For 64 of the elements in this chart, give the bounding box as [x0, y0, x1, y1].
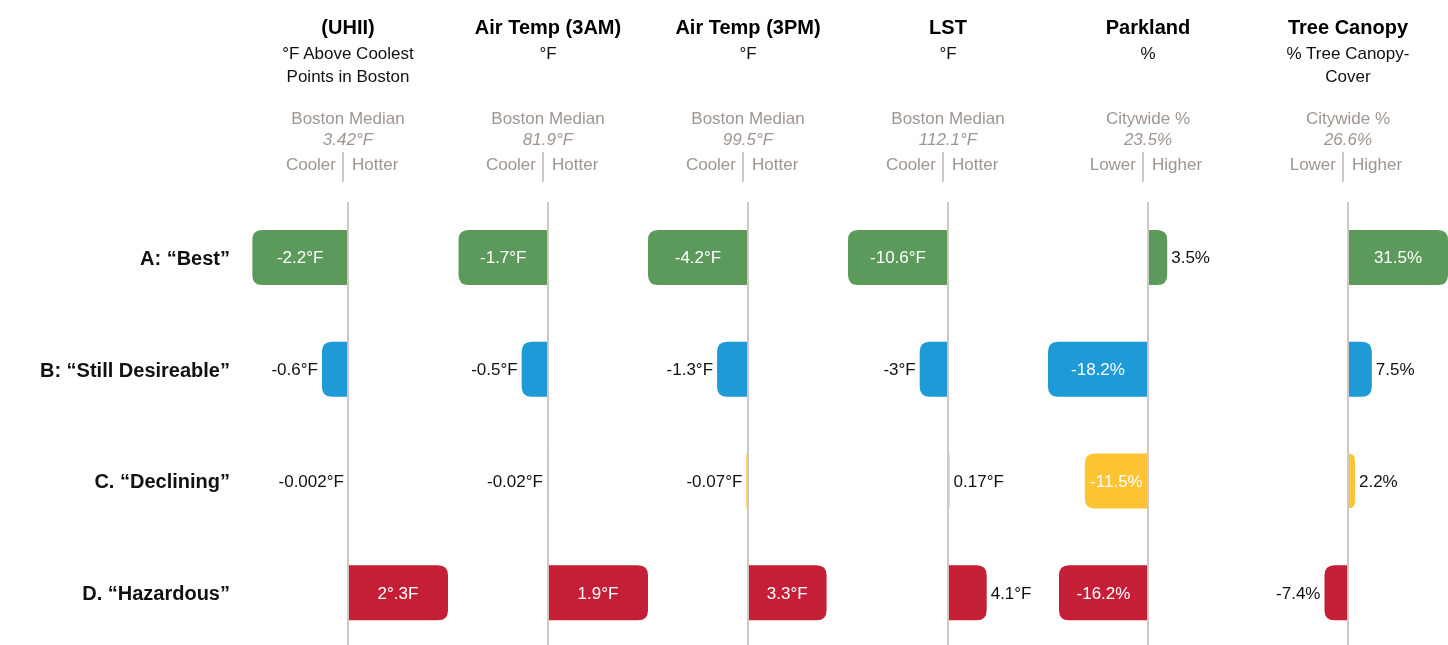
- text: 112.1°F: [917, 129, 979, 150]
- y-tick-label: C. “Declining”: [94, 470, 230, 493]
- data-label: -1.3°F: [666, 360, 714, 380]
- text: 23.5%: [1122, 129, 1174, 150]
- chart-subtitle: °F: [738, 43, 758, 65]
- text: Cooler: [884, 154, 937, 176]
- text: Cooler: [684, 154, 737, 176]
- text: Higher: [1151, 154, 1204, 176]
- chart-title: Air Temp (3PM): [674, 15, 822, 40]
- chart-subtitle: % Tree Canopy-Cover: [1285, 43, 1411, 88]
- text: 26.6%: [1322, 129, 1374, 150]
- data-label: 2.2%: [1358, 471, 1398, 491]
- chart-title: Air Temp (3AM): [473, 15, 623, 40]
- data-label: 7.5%: [1375, 360, 1415, 380]
- data-label: 1.9°F: [577, 583, 619, 603]
- chart-title: Tree Canopy: [1286, 15, 1409, 40]
- data-label: 2°.3F: [377, 583, 419, 603]
- data-label: -18.2%: [1071, 360, 1125, 380]
- data-label: -0.02°F: [487, 471, 543, 491]
- text: Cooler: [484, 154, 537, 176]
- chart-title: (UHII): [320, 15, 376, 40]
- chart-title: Parkland: [1104, 15, 1192, 40]
- data-label: 3.5%: [1171, 248, 1210, 268]
- chart-subtitle: °F Above Coolest Points in Boston: [281, 43, 415, 88]
- data-label: -10.6°F: [870, 248, 926, 268]
- text: Hotter: [351, 154, 400, 176]
- text: Higher: [1351, 154, 1404, 176]
- data-label: 31.5%: [1373, 248, 1423, 268]
- y-tick-label: D. “Hazardous”: [82, 582, 230, 605]
- data-label: -4.2°F: [674, 248, 722, 268]
- text: Boston Median: [290, 108, 406, 129]
- text: Hotter: [751, 154, 800, 176]
- data-label: -11.5%: [1090, 471, 1143, 491]
- data-label: -3°F: [883, 360, 916, 380]
- chart-title: LST: [928, 15, 968, 40]
- data-label: -0.6°F: [271, 360, 318, 380]
- data-label: -0.5°F: [471, 360, 518, 380]
- data-label: -0.07°F: [686, 471, 743, 491]
- data-label: -0.002°F: [278, 471, 344, 491]
- data-label: -1.7°F: [480, 248, 527, 268]
- data-label: -16.2%: [1076, 583, 1131, 603]
- text: Lower: [1288, 154, 1337, 176]
- text: Cooler: [284, 154, 337, 176]
- text: 3.42°F: [321, 129, 375, 150]
- data-label: 4.1°F: [990, 583, 1032, 603]
- chart-subtitle: °F: [938, 43, 958, 65]
- text: Boston Median: [690, 108, 806, 129]
- chart-subtitle: %: [1139, 43, 1157, 65]
- chart-subtitle: °F: [538, 43, 558, 65]
- text: Lower: [1088, 154, 1137, 176]
- data-label: 3.3°F: [766, 583, 808, 603]
- text: Citywide %: [1104, 108, 1192, 129]
- text: Hotter: [551, 154, 600, 176]
- text: Hotter: [951, 154, 1000, 176]
- data-label: 0.17°F: [953, 471, 1004, 491]
- text: Boston Median: [490, 108, 606, 129]
- y-tick-label: A: “Best”: [139, 246, 230, 269]
- data-label: -7.4%: [1276, 583, 1321, 603]
- text: 99.5°F: [721, 129, 775, 150]
- text: 81.9°F: [521, 129, 575, 150]
- text: Boston Median: [890, 108, 1006, 129]
- data-label: -2.2°F: [276, 248, 324, 268]
- text: Citywide %: [1304, 108, 1392, 129]
- y-tick-label: B: “Still Desireable”: [39, 358, 230, 381]
